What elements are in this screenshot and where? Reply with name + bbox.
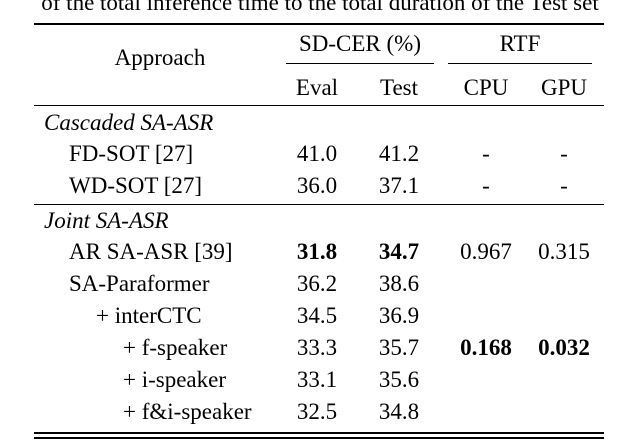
- table-row-gpu: 0.315: [538, 239, 590, 264]
- table-row-approach: + interCTC: [96, 303, 202, 328]
- table-row-approach: + f-speaker: [123, 335, 228, 360]
- table-row-cpu: -: [482, 141, 490, 166]
- sdcer-group-rule: [286, 63, 434, 64]
- header-sdcer: SD-CER (%): [298, 31, 422, 56]
- bottom-rule-1: [34, 432, 604, 434]
- table-row-approach: WD-SOT [27]: [69, 173, 203, 198]
- table-row-cpu: 0.967: [460, 239, 512, 264]
- table-row-approach: SA-Paraformer: [69, 271, 210, 296]
- table-row-eval: 41.0: [296, 141, 338, 166]
- table-row-gpu: 0.032: [538, 335, 590, 360]
- table-row-eval: 31.8: [296, 239, 338, 264]
- table-row-test: 34.7: [378, 239, 420, 264]
- bottom-rule-2: [34, 437, 604, 439]
- section-label-cascaded: Cascaded SA-ASR: [44, 110, 214, 135]
- header-cpu: CPU: [463, 75, 509, 100]
- table-row-eval: 36.0: [296, 173, 338, 198]
- table-row-approach: + i-speaker: [123, 367, 227, 392]
- header-test: Test: [380, 75, 418, 100]
- header-approach: Approach: [114, 45, 206, 70]
- header-eval: Eval: [295, 75, 339, 100]
- top-rule: [34, 23, 604, 25]
- table-caption: of the total inference time to the total…: [41, 0, 599, 15]
- table-row-test: 34.8: [378, 399, 420, 424]
- header-gpu: GPU: [540, 75, 587, 100]
- header-rtf: RTF: [499, 31, 541, 56]
- table-row-approach: AR SA-ASR [39]: [69, 239, 233, 264]
- table-row-gpu: -: [560, 173, 568, 198]
- header-bottom-rule: [34, 105, 604, 106]
- table-row-test: 37.1: [378, 173, 420, 198]
- table-row-gpu: -: [560, 141, 568, 166]
- rtf-group-rule: [448, 63, 592, 64]
- table-row-eval: 32.5: [296, 399, 338, 424]
- table-row-test: 35.7: [378, 335, 420, 360]
- table-row-eval: 33.1: [296, 367, 338, 392]
- section-divider-rule: [34, 204, 604, 205]
- table-row-eval: 36.2: [296, 271, 338, 296]
- table-row-test: 35.6: [378, 367, 420, 392]
- section-label-joint: Joint SA-ASR: [44, 208, 169, 233]
- table-row-approach: + f&i-speaker: [123, 399, 252, 424]
- table-row-approach: FD-SOT [27]: [69, 141, 194, 166]
- table-row-eval: 34.5: [296, 303, 338, 328]
- table-row-test: 38.6: [378, 271, 420, 296]
- table-row-eval: 33.3: [296, 335, 338, 360]
- table-row-cpu: 0.168: [460, 335, 512, 360]
- table-row-test: 41.2: [378, 141, 420, 166]
- table-row-test: 36.9: [378, 303, 420, 328]
- table-row-cpu: -: [482, 173, 490, 198]
